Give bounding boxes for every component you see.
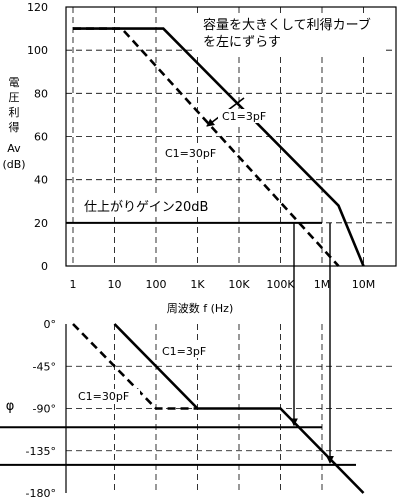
gain-y-tick-label: 80	[34, 87, 48, 100]
phase-30pf-label: C1=30pF	[78, 390, 129, 403]
phase-3pf-label-bg	[158, 344, 220, 358]
phase-series-c1-30pf	[72, 323, 198, 410]
gain-y-tick-label: 60	[34, 131, 48, 144]
grid-layer	[66, 7, 396, 493]
series-layer	[0, 27, 365, 494]
phase-y-tick-label: -90°	[33, 403, 56, 416]
gain-3pf-label: C1=3pF	[222, 110, 266, 123]
gain-30pf-label-bg	[162, 146, 228, 160]
annotation-line-2: を左にずらす	[203, 35, 281, 50]
gain-target-label-bg	[82, 196, 222, 215]
x-tick-label: 100	[146, 278, 167, 291]
x-tick-label: 1M	[314, 278, 331, 291]
annotation-line-1: 容量を大きくして利得カーブ	[203, 17, 371, 33]
gain-y-tick-label: 100	[27, 44, 48, 57]
phase-30pf-label-bg	[74, 389, 140, 403]
gain-y-axis-label: 圧	[9, 91, 20, 104]
phase-y-tick-label: -45°	[33, 360, 56, 373]
gain-3pf-label-bg	[218, 109, 280, 123]
gain-y-axis-label: Av	[7, 142, 21, 155]
gain-y-axis-label: 得	[9, 121, 20, 134]
phase-3pf-label: C1=3pF	[162, 345, 206, 358]
gain-series-c1-30pf	[73, 27, 340, 267]
gain-y-axis-label: (dB)	[2, 158, 25, 171]
x-axis-label: 周波数 f (Hz)	[167, 302, 234, 315]
phase-y-tick-label: -135°	[26, 445, 56, 458]
gain-y-axis-label: 利	[9, 106, 20, 119]
gain-y-tick-label: 20	[34, 217, 48, 230]
frame-layer	[65, 6, 397, 493]
x-tick-label: 10K	[228, 278, 250, 291]
gain-y-axis-label: 電	[9, 76, 20, 89]
x-tick-label: 100K	[266, 278, 295, 291]
gain-30pf-label: C1=30pF	[165, 147, 216, 160]
gain-target-label: 仕上がりゲイン20dB	[84, 200, 208, 215]
phase-y-axis-label: φ	[6, 399, 15, 414]
x-tick-label: 1K	[190, 278, 205, 291]
gain-y-tick-label: 0	[41, 260, 48, 273]
x-tick-label: 1	[70, 278, 77, 291]
phase-y-tick-label: -180°	[26, 487, 56, 500]
phase-y-tick-label: 0°	[44, 318, 57, 331]
gain-y-tick-label: 40	[34, 174, 48, 187]
gain-plot-frame	[65, 6, 397, 267]
gain-y-tick-label: 120	[27, 1, 48, 14]
annotation-bg	[196, 14, 386, 54]
x-tick-label: 10	[108, 278, 122, 291]
x-tick-label: 10M	[352, 278, 376, 291]
